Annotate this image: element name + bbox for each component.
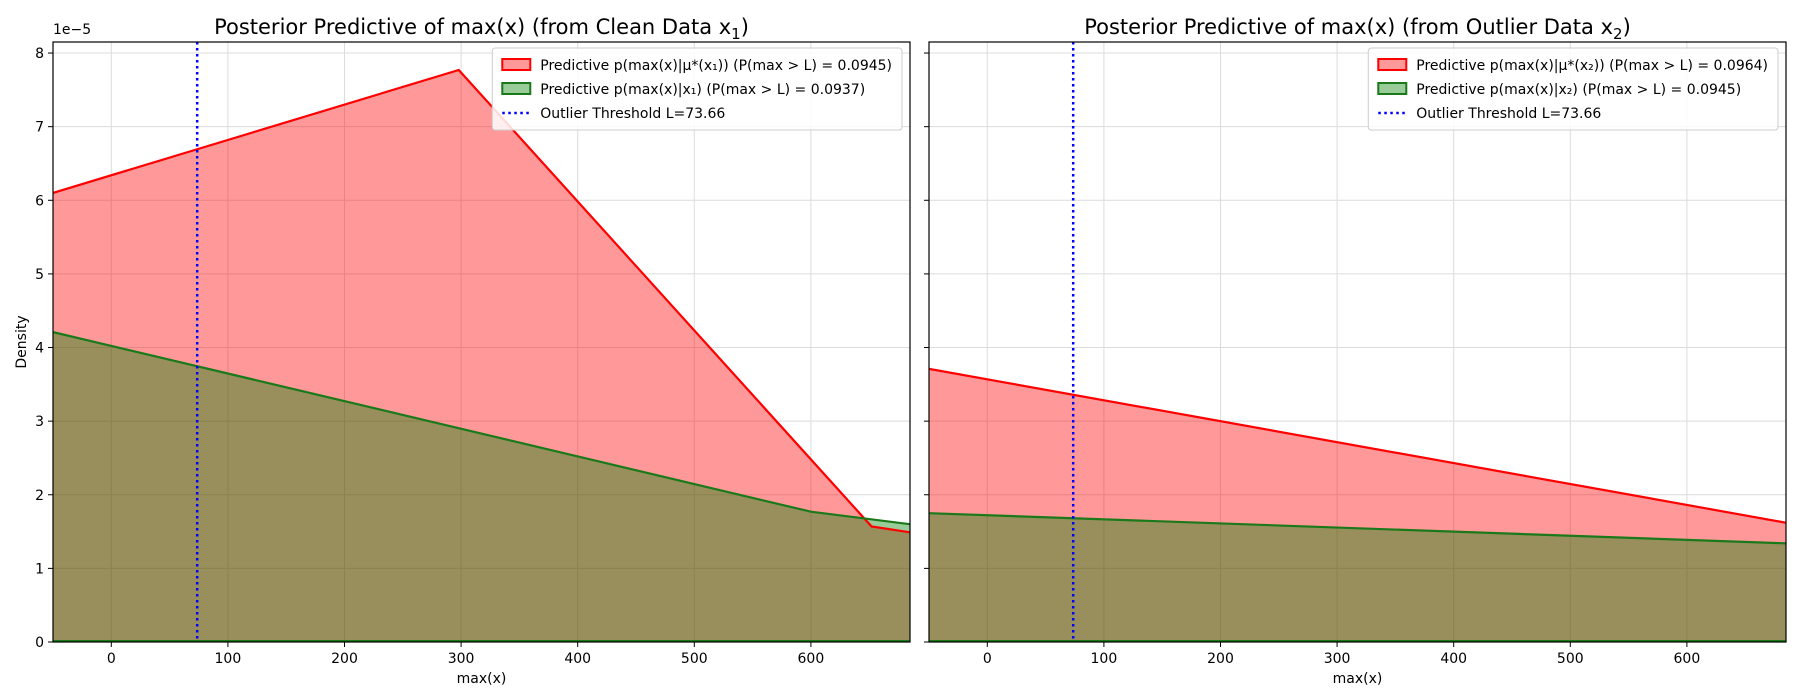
x-axis-label: max(x) [1333,671,1383,687]
series-line-2 [53,330,910,526]
y-tick-label: 5 [35,267,44,283]
y-axis-label: Density [14,315,30,368]
series-areas [929,367,1786,642]
x-tick-label: 0 [107,651,116,667]
chart-title: Posterior Predictive of max(x) (from Cle… [214,15,749,43]
y-tick-label: 6 [35,193,44,209]
legend-swatch [1377,58,1408,71]
series-line-1 [929,367,1786,524]
legend: Predictive p(max(x)|μ*(x₁)) (P(max > L) … [491,47,903,131]
x-tick-label: 100 [1091,651,1118,667]
x-tick-label: 500 [1557,651,1584,667]
y-ticks [924,52,929,643]
legend-box [491,47,903,131]
chart-title: Posterior Predictive of max(x) (from Out… [1084,15,1631,43]
x-tick-label: 600 [1674,651,1701,667]
y-ticks: 0 1 2 3 4 5 6 7 8 [35,46,53,651]
series-area-2 [53,332,910,642]
y-tick-label: 4 [35,341,44,357]
legend-swatch [1377,82,1408,95]
x-tick-label: 200 [1207,651,1234,667]
chart-title-subscript: 2 [1613,25,1623,43]
legend-label: Predictive p(max(x)|μ*(x₁)) (P(max > L) … [540,58,892,74]
legend-label: Outlier Threshold L=73.66 [1416,106,1601,122]
legend-entry-1: Predictive p(max(x)|μ*(x₂)) (P(max > L) … [1377,58,1768,74]
legend-swatch [501,58,532,71]
x-tick-label: 0 [983,651,992,667]
y-tick-label: 3 [35,414,44,430]
legend-entry-1: Predictive p(max(x)|μ*(x₁)) (P(max > L) … [501,58,892,74]
legend-label: Predictive p(max(x)|μ*(x₂)) (P(max > L) … [1416,58,1768,74]
y-tick-label: 7 [35,120,44,136]
legend-entry-3: Outlier Threshold L=73.66 [1378,106,1601,122]
y-tick-label: 0 [35,635,44,651]
chart-title-suffix: ) [741,15,749,39]
x-ticks: 0 100 200 300 400 500 600 [107,642,824,667]
chart-title-main: Posterior Predictive of max(x) (from Out… [1084,15,1613,39]
series-line-1 [53,68,910,534]
chart-panel-2: 0 100 200 300 400 500 600 max(x) Posterior Predi… [924,15,1787,687]
y-tick-label: 1 [35,561,44,577]
x-axis-label: max(x) [457,671,507,687]
x-tick-label: 500 [681,651,708,667]
axes-frame [928,41,1787,643]
series-area-2 [929,513,1786,642]
panels: 0 100 200 300 400 500 600 0 1 2 3 4 5 6 7 8 1e−5 max(x) De… [14,15,1787,687]
chart-title-subscript: 1 [731,25,741,43]
series-line-2 [929,512,1786,545]
x-tick-label: 300 [1324,651,1351,667]
x-tick-label: 300 [448,651,475,667]
x-tick-label: 400 [1440,651,1467,667]
x-tick-label: 600 [798,651,825,667]
x-tick-label: 100 [215,651,242,667]
series-area-1 [929,368,1786,642]
x-tick-label: 400 [564,651,591,667]
legend-label: Predictive p(max(x)|x₁) (P(max > L) = 0.… [540,82,865,98]
chart-panel-1: 0 100 200 300 400 500 600 0 1 2 3 4 5 6 7 8 1e−5 max(x) De… [14,15,911,687]
x-ticks: 0 100 200 300 400 500 600 [983,642,1700,667]
legend-entry-2: Predictive p(max(x)|x₂) (P(max > L) = 0.… [1377,82,1741,98]
legend-entry-3: Outlier Threshold L=73.66 [502,106,725,122]
chart-title-main: Posterior Predictive of max(x) (from Cle… [214,15,731,39]
legend-box [1367,47,1779,131]
series-area-1 [53,69,910,642]
series-areas [53,68,910,642]
y-offset-label: 1e−5 [53,22,91,38]
legend-label: Predictive p(max(x)|x₂) (P(max > L) = 0.… [1416,82,1741,98]
axes-frame [52,41,911,643]
x-tick-label: 200 [331,651,358,667]
legend-swatch [501,82,532,95]
y-tick-label: 2 [35,488,44,504]
chart-title-suffix: ) [1623,15,1631,39]
y-tick-label: 8 [35,46,44,62]
legend-label: Outlier Threshold L=73.66 [540,106,725,122]
legend-entry-2: Predictive p(max(x)|x₁) (P(max > L) = 0.… [501,82,865,98]
legend: Predictive p(max(x)|μ*(x₂)) (P(max > L) … [1367,47,1779,131]
